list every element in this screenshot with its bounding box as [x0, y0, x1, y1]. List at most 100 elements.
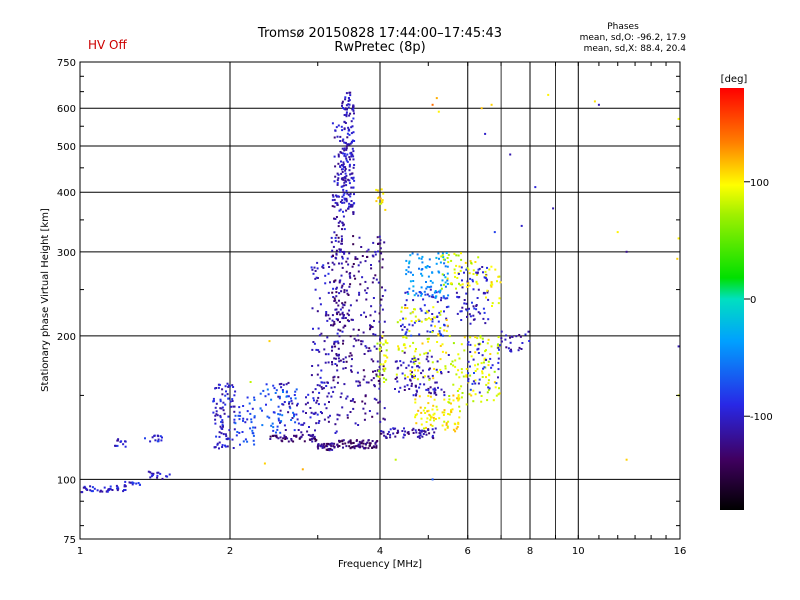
data-point — [485, 376, 487, 379]
data-point — [465, 308, 468, 311]
data-point — [319, 376, 322, 379]
data-point — [408, 262, 411, 265]
data-point — [335, 252, 338, 255]
data-point — [322, 445, 325, 448]
data-point — [159, 435, 162, 438]
data-point — [380, 252, 383, 255]
data-point — [344, 107, 347, 110]
data-point — [336, 202, 339, 205]
x-tick-label: 10 — [572, 546, 585, 557]
data-point — [434, 427, 437, 430]
data-point — [432, 388, 435, 391]
data-point — [428, 368, 430, 371]
data-point — [337, 155, 340, 158]
data-point — [218, 441, 221, 444]
data-point — [426, 355, 429, 358]
data-point — [123, 489, 125, 491]
data-point — [475, 280, 478, 283]
data-point — [317, 364, 320, 367]
data-point — [156, 471, 159, 474]
data-point — [445, 252, 448, 254]
data-point — [346, 312, 349, 315]
data-point — [432, 296, 435, 299]
data-point — [326, 336, 329, 339]
data-point — [214, 414, 217, 417]
data-point — [348, 103, 351, 106]
data-point — [453, 271, 456, 274]
data-points — [80, 91, 680, 494]
data-point — [229, 400, 232, 403]
data-point — [311, 440, 314, 443]
data-point — [389, 428, 392, 431]
data-point — [415, 292, 418, 295]
data-point — [484, 322, 487, 325]
data-point — [300, 435, 303, 438]
data-point — [348, 99, 351, 102]
data-point — [288, 405, 291, 408]
data-point — [436, 341, 439, 343]
data-point — [340, 172, 343, 175]
data-point — [439, 327, 442, 329]
data-point — [376, 360, 379, 363]
data-point — [238, 418, 241, 421]
data-point — [317, 349, 320, 352]
data-point — [479, 312, 482, 315]
data-point — [317, 327, 320, 330]
data-point — [433, 412, 436, 415]
data-point — [336, 413, 339, 416]
data-point — [310, 374, 313, 377]
data-point — [677, 117, 680, 120]
data-point — [347, 207, 349, 210]
data-point — [337, 311, 340, 314]
data-point — [458, 416, 461, 419]
data-point — [327, 262, 330, 265]
data-point — [375, 373, 378, 376]
data-point — [467, 381, 470, 384]
data-point — [347, 129, 350, 132]
data-point — [313, 399, 315, 402]
data-point — [343, 291, 346, 294]
data-point — [323, 348, 326, 351]
data-point — [412, 427, 415, 430]
data-point — [378, 375, 381, 378]
data-point — [215, 410, 218, 413]
data-point — [419, 383, 422, 386]
data-point — [490, 366, 493, 369]
data-point — [279, 421, 281, 424]
data-point — [404, 332, 407, 335]
data-point — [262, 389, 265, 392]
data-point — [341, 129, 344, 132]
data-point — [224, 385, 227, 388]
data-point — [482, 340, 484, 343]
data-point — [423, 352, 426, 355]
data-point — [318, 420, 321, 422]
data-point — [427, 375, 430, 378]
data-point — [472, 358, 475, 361]
data-point — [400, 306, 403, 309]
data-point — [327, 291, 330, 294]
data-point — [350, 172, 353, 175]
data-point — [411, 252, 414, 255]
data-point — [348, 309, 351, 312]
data-point — [625, 458, 628, 461]
data-point — [488, 268, 491, 271]
data-point — [132, 482, 135, 485]
data-point — [344, 122, 347, 124]
data-point — [287, 381, 290, 384]
data-point — [472, 288, 475, 291]
data-point — [384, 354, 387, 357]
data-point — [343, 250, 346, 253]
data-point — [415, 393, 418, 396]
data-point — [283, 436, 286, 438]
data-point — [407, 432, 410, 435]
data-point — [448, 395, 451, 397]
data-point — [287, 411, 290, 414]
data-point — [221, 419, 224, 422]
data-point — [486, 291, 489, 294]
data-point — [276, 425, 279, 428]
data-point — [403, 433, 406, 436]
data-point — [389, 433, 392, 436]
data-point — [458, 357, 461, 360]
data-point — [450, 411, 453, 414]
data-point — [374, 253, 377, 256]
